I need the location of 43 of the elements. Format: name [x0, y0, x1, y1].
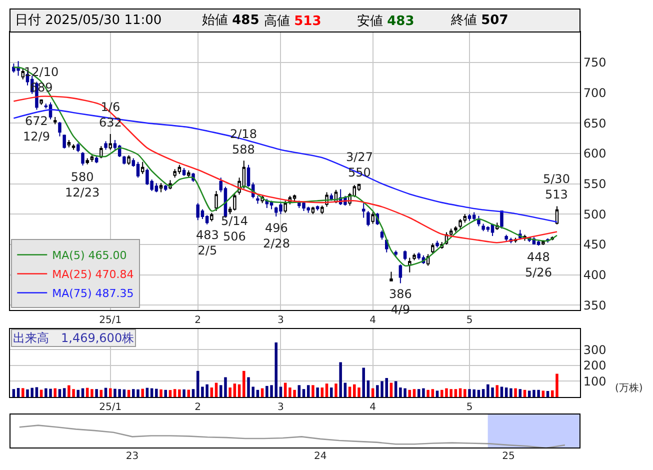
chart-title: 出来高 1,469,600株: [13, 331, 134, 345]
annotation: 5/14 506: [221, 214, 248, 244]
y-axis-title: (万株): [615, 382, 643, 394]
y-tick-label: 350: [583, 298, 606, 312]
x-tick-label: 2: [194, 402, 202, 413]
x-tick-label: 3: [278, 315, 284, 326]
x-tick-label: 4: [370, 315, 376, 326]
x-tick-label: 2: [194, 315, 202, 326]
y-tick-label: 500: [583, 207, 606, 222]
y-tick-label: 200: [583, 358, 606, 373]
text: 終値 507: [450, 13, 508, 28]
x-tick-label: 5: [466, 402, 473, 413]
annotation: 5/30 513: [543, 172, 570, 202]
y-tick-label: 650: [583, 116, 606, 130]
y-tick-label: 400: [583, 268, 606, 282]
x-tick-label: 25/1: [99, 402, 122, 413]
legend-label: MA(5) 465.00: [52, 249, 127, 262]
annotation: 580 12/23: [65, 170, 100, 200]
annotation: 2/18 588: [230, 127, 257, 157]
text: 高値 513: [264, 13, 322, 29]
x-tick-label: 25: [502, 451, 515, 462]
legend-label: MA(75) 487.35: [52, 287, 134, 300]
x-tick-label: 23: [126, 451, 139, 462]
x-tick-label: 4: [370, 402, 376, 413]
annotation: 483 2/5: [196, 228, 219, 258]
chart-title: 日付 2025/05/30 11:00: [15, 13, 162, 28]
y-tick-label: 600: [583, 146, 606, 161]
x-tick-label: 5: [466, 315, 473, 326]
x-tick-label: 24: [314, 451, 327, 462]
y-tick-label: 700: [583, 86, 606, 100]
y-tick-label: 750: [583, 56, 606, 70]
annotation: 448 5/26: [525, 250, 552, 280]
y-tick-label: 100: [583, 374, 606, 388]
y-tick-label: 450: [583, 238, 606, 252]
annotation: 672 12/9: [23, 114, 50, 144]
y-tick-label: 550: [583, 176, 606, 191]
text: 始値 485: [202, 13, 260, 28]
annotation: 496 2/28: [263, 221, 290, 251]
legend-label: MA(25) 470.84: [52, 268, 134, 282]
x-tick-label: 25/1: [99, 315, 122, 326]
text: 安値 483: [357, 13, 414, 29]
x-tick-label: 3: [278, 402, 284, 413]
y-tick-label: 300: [583, 342, 606, 357]
